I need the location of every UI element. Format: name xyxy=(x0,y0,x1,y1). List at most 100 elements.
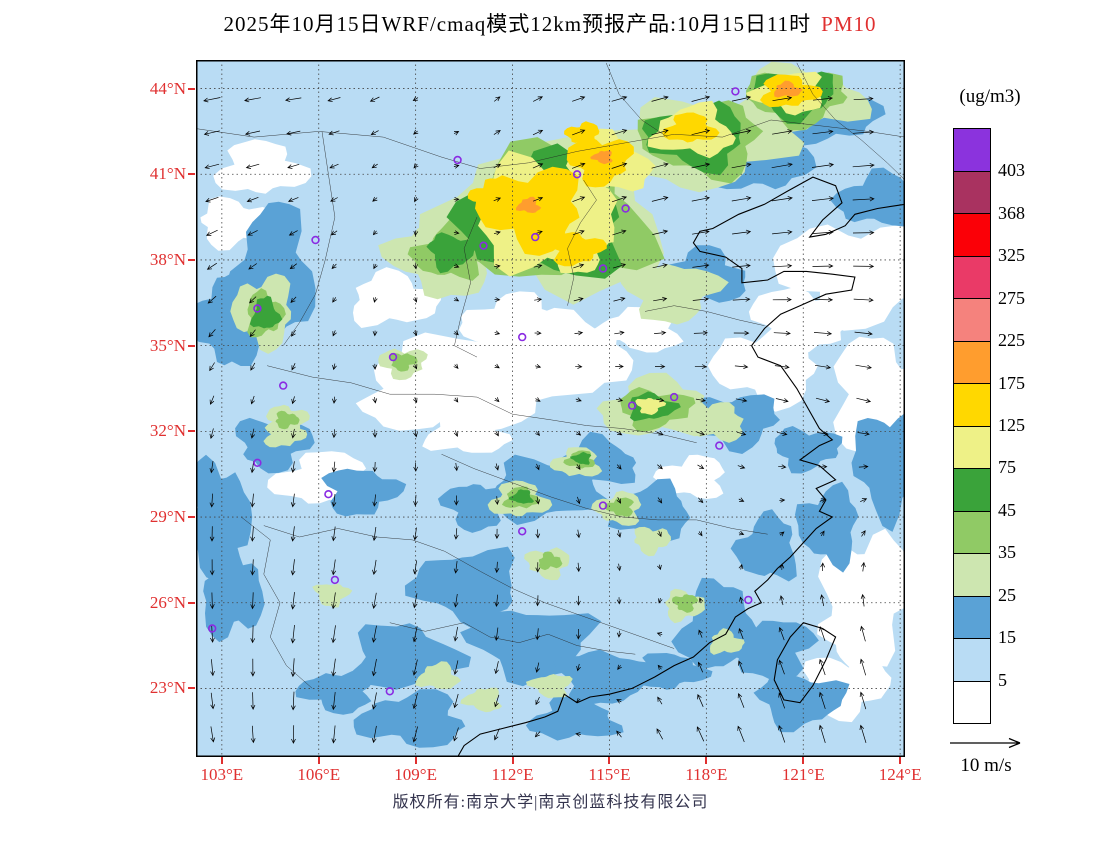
page-title: 2025年10月15日WRF/cmaq模式12km预报产品:10月15日11时 P… xyxy=(120,8,980,38)
colorbar-tick-label: 368 xyxy=(998,202,1025,223)
lon-tick-mark xyxy=(608,757,611,764)
station-marker-layer xyxy=(208,87,753,696)
wind-arrow xyxy=(249,329,256,338)
lat-tick-mark xyxy=(188,601,195,604)
wind-arrow xyxy=(572,129,586,136)
wind-arrow xyxy=(575,364,583,369)
wind-arrow xyxy=(735,397,748,403)
wind-arrow xyxy=(290,526,296,542)
wind-arrow xyxy=(372,559,377,575)
wind-arrow xyxy=(494,728,500,741)
pm10-contour-patch xyxy=(467,178,516,209)
wind-arrow xyxy=(493,130,501,135)
wind-arrow xyxy=(616,530,622,538)
pm10-contour-patch xyxy=(196,454,253,581)
wind-vector-layer xyxy=(203,95,875,744)
lat-tick-mark xyxy=(188,258,195,261)
wind-arrow xyxy=(736,431,747,436)
wind-arrow xyxy=(656,632,663,637)
wind-arrow xyxy=(772,129,793,135)
wind-arrow xyxy=(413,429,418,438)
pm10-contour-patch xyxy=(604,497,634,517)
wind-arrow xyxy=(453,296,460,302)
wind-arrow xyxy=(734,364,749,370)
wind-arrow xyxy=(412,593,418,609)
wind-arrow xyxy=(494,264,501,269)
wind-arrow xyxy=(494,496,500,505)
colorbar-tick-label: 403 xyxy=(998,160,1025,181)
wind-arrow xyxy=(535,562,541,573)
colorbar-cell xyxy=(954,340,990,383)
wind-arrow xyxy=(651,162,669,169)
wind-arrow xyxy=(414,196,419,203)
station-marker xyxy=(388,352,398,362)
pm10-contour-patch xyxy=(774,426,843,474)
wind-arrow xyxy=(574,330,584,336)
wind-arrow xyxy=(413,494,418,507)
wind-arrow xyxy=(207,295,217,304)
wind-arrow xyxy=(819,594,825,607)
map-canvas xyxy=(196,60,905,757)
wind-arrow xyxy=(250,395,256,405)
wind-arrow xyxy=(250,625,256,644)
wind-arrow xyxy=(290,559,296,576)
graticule-layer xyxy=(196,60,905,757)
station-marker xyxy=(598,264,608,273)
wind-arrow xyxy=(812,297,834,303)
wind-arrow xyxy=(412,96,419,102)
pm10-contour-patch xyxy=(249,295,283,329)
wind-arrow xyxy=(210,692,216,710)
wind-arrow xyxy=(738,497,745,502)
wind-arrow xyxy=(612,263,627,269)
wind-arrow xyxy=(858,464,869,470)
wind-arrow xyxy=(575,397,582,402)
wind-arrow xyxy=(859,658,867,676)
wind-arrow xyxy=(775,398,789,403)
wind-arrow xyxy=(289,263,298,270)
wind-arrow xyxy=(731,162,752,169)
wind-arrow xyxy=(209,395,215,405)
wind-arrow xyxy=(692,296,709,302)
wind-arrow xyxy=(371,163,378,169)
wind-arrow xyxy=(331,494,337,508)
wind-arrow xyxy=(576,663,581,672)
pm10-contour-patch xyxy=(460,687,503,713)
lat-tick-mark xyxy=(188,87,195,90)
taiwan-island-outline xyxy=(773,622,837,704)
lat-tick-mark xyxy=(188,430,195,433)
wind-arrow xyxy=(244,97,261,103)
colorbar-tick-label: 15 xyxy=(998,627,1016,648)
wind-arrow xyxy=(290,296,297,303)
lat-tick-mark xyxy=(188,516,195,519)
wind-arrow xyxy=(860,593,866,607)
wind-arrow xyxy=(291,363,296,371)
wind-arrow xyxy=(290,493,296,508)
wind-arrow xyxy=(493,197,502,202)
wind-arrow xyxy=(372,461,378,473)
wind-arrow xyxy=(616,464,622,470)
wind-arrow xyxy=(779,497,786,503)
pm10-contour-patch xyxy=(312,583,353,608)
pm10-contour-patch xyxy=(437,484,514,533)
pm10-contour-patch xyxy=(570,451,592,465)
wind-arrow xyxy=(819,498,827,503)
wind-arrow xyxy=(572,229,585,236)
pm10-contour-patch xyxy=(321,468,407,517)
wind-arrow xyxy=(779,531,785,537)
wind-arrow xyxy=(494,528,500,540)
wind-arrow xyxy=(859,691,867,710)
station-marker xyxy=(572,170,582,179)
wind-arrow xyxy=(691,162,711,169)
wind-arrow xyxy=(779,563,785,570)
lon-tick-label: 115°E xyxy=(588,765,631,784)
wind-arrow xyxy=(733,330,750,336)
wind-reference: 10 m/s xyxy=(938,735,1034,777)
lat-tick-label: 44°N xyxy=(149,78,186,98)
wind-arrow xyxy=(291,428,296,439)
wind-arrow xyxy=(651,95,669,102)
wind-arrow xyxy=(373,263,378,270)
wind-arrow xyxy=(250,428,255,439)
colorbar-tick-label: 25 xyxy=(998,584,1016,605)
wind-arrow xyxy=(209,362,215,372)
colorbar-tick-label: 275 xyxy=(998,287,1025,308)
